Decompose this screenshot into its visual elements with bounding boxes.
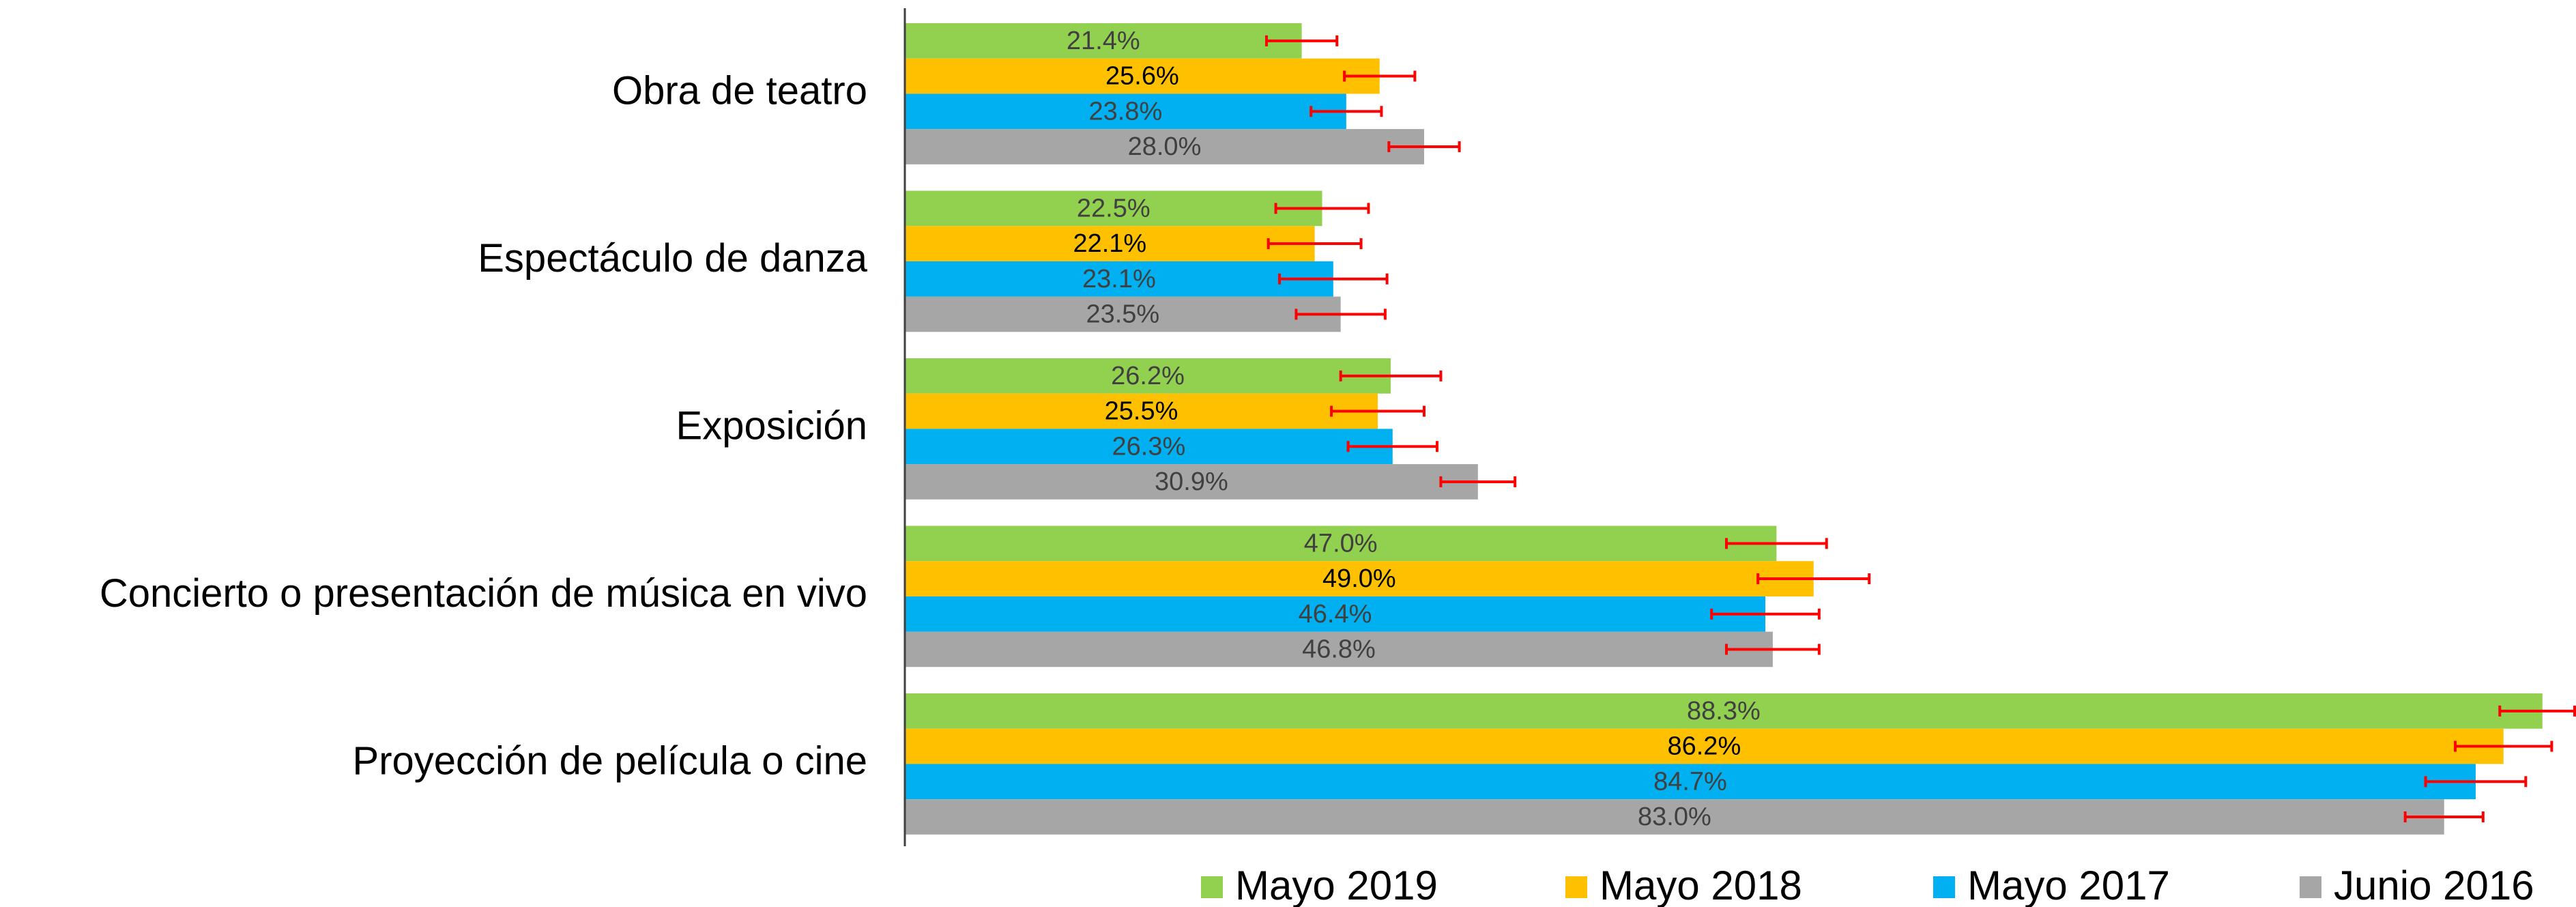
error-bar [1330,405,1426,417]
bar [905,464,1478,500]
error-bar [2403,811,2485,822]
value-label: 47.0% [1304,529,1378,558]
bar [905,693,2543,729]
bar [905,631,1773,667]
value-label: 86.2% [1667,732,1741,761]
error-bar [1724,538,1828,549]
value-label: 22.5% [1077,194,1150,222]
legend-swatch [1565,876,1587,898]
error-bar [2498,705,2576,717]
bar [905,393,1378,429]
legend-label: Junio 2016 [2334,863,2534,907]
bar [905,526,1777,562]
value-label: 83.0% [1638,803,1711,831]
bar [905,799,2444,835]
error-bar [1264,35,1339,46]
bar [905,23,1302,59]
value-label: 22.1% [1073,229,1146,258]
legend-label: Mayo 2019 [1235,863,1438,907]
bar [905,429,1393,465]
error-bar [1387,141,1461,152]
value-label: 88.3% [1687,697,1761,725]
category-label: Exposición [676,404,867,448]
legend-swatch [1201,876,1223,898]
category-label: Concierto o presentación de música en vi… [100,571,867,616]
bar [905,261,1333,297]
bar [905,190,1322,227]
error-bar [1277,273,1389,285]
legend-label: Mayo 2017 [1967,863,2170,907]
value-label: 25.6% [1105,62,1179,91]
value-label: 23.5% [1086,300,1159,328]
bar [905,129,1424,164]
error-bar [1346,441,1439,452]
legend-label: Mayo 2018 [1600,863,1802,907]
error-bar [1339,370,1443,381]
bar [905,764,2476,800]
error-bar [1267,238,1363,250]
value-label: 28.0% [1128,132,1202,161]
bar [905,58,1380,94]
value-label: 84.7% [1653,767,1727,796]
value-label: 46.4% [1299,600,1372,629]
value-label: 30.9% [1155,467,1228,496]
error-bar [1724,644,1821,655]
bar [905,93,1346,130]
error-bar [1309,106,1383,117]
category-label: Obra de teatro [612,69,867,113]
value-label: 21.4% [1067,27,1140,55]
value-label: 49.0% [1322,564,1396,593]
error-bar [1274,203,1370,214]
bar [905,596,1766,632]
error-bar [2424,776,2528,788]
error-bar [1756,573,1871,585]
value-label: 25.5% [1105,397,1178,426]
value-label: 23.8% [1089,97,1163,126]
legend-swatch [2300,876,2321,898]
legend-swatch [1933,876,1955,898]
category-label: Espectáculo de danza [478,236,867,280]
bar [905,358,1391,394]
bar [905,728,2504,764]
error-bar [1439,476,1517,487]
error-bar [1294,308,1387,320]
bar [905,561,1814,596]
value-label: 46.8% [1302,635,1376,663]
bar [905,296,1341,332]
error-bar [1710,608,1821,620]
error-bar [1343,70,1417,82]
value-label: 26.3% [1112,432,1186,461]
error-bar [2454,740,2553,752]
category-label: Proyección de película o cine [353,739,867,783]
value-label: 26.2% [1111,362,1185,390]
bar [905,226,1315,261]
value-label: 23.1% [1082,265,1156,293]
